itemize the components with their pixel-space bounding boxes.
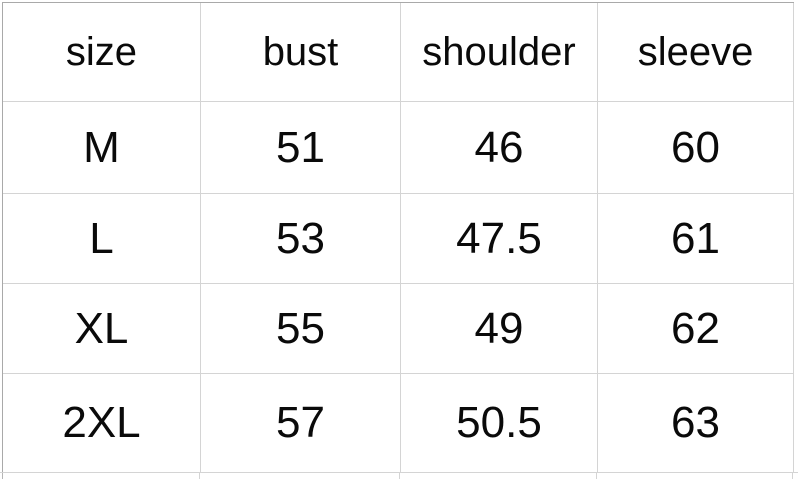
cell-2xl-bust: 57 <box>201 374 401 473</box>
cell-xl-shoulder: 49 <box>401 284 598 374</box>
cell-xl-size: XL <box>3 284 201 374</box>
cell-2xl-size: 2XL <box>3 374 201 473</box>
cell-l-sleeve: 61 <box>598 194 794 284</box>
cell-m-shoulder: 46 <box>401 102 598 194</box>
cell-2xl-sleeve: 63 <box>598 374 794 473</box>
size-chart-table: size bust shoulder sleeve M 51 46 60 L 5… <box>2 2 794 473</box>
header-sleeve: sleeve <box>598 3 794 102</box>
cell-2xl-shoulder: 50.5 <box>401 374 598 473</box>
cell-l-shoulder: 47.5 <box>401 194 598 284</box>
cell-m-size: M <box>3 102 201 194</box>
header-bust: bust <box>201 3 401 102</box>
cell-m-sleeve: 60 <box>598 102 794 194</box>
cell-l-bust: 53 <box>201 194 401 284</box>
cell-xl-sleeve: 62 <box>598 284 794 374</box>
cell-l-size: L <box>3 194 201 284</box>
header-size: size <box>3 3 201 102</box>
gridline <box>399 473 400 479</box>
cell-m-bust: 51 <box>201 102 401 194</box>
header-shoulder: shoulder <box>401 3 598 102</box>
gridline <box>199 473 200 479</box>
cell-xl-bust: 55 <box>201 284 401 374</box>
partial-next-row <box>0 472 798 479</box>
gridline <box>2 473 3 479</box>
gridline <box>792 473 793 479</box>
gridline <box>596 473 597 479</box>
